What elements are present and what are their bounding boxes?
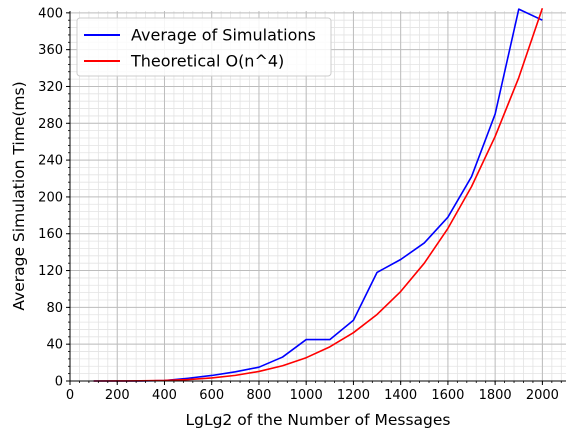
x-axis-title: LgLg2 of the Number of Messages (185, 411, 450, 429)
legend-label-average: Average of Simulations (131, 26, 316, 45)
legend-box (76, 17, 332, 77)
axes (69, 11, 566, 382)
y-tick-label: 320 (38, 80, 63, 95)
x-tick-label: 0 (66, 388, 74, 403)
x-tick-label: 1800 (479, 388, 512, 403)
y-tick-label: 400 (38, 6, 63, 21)
series-layer (93, 7, 544, 382)
x-tick-label: 1400 (384, 388, 417, 403)
legend: Average of Simulations Theoretical O(n^4… (76, 17, 332, 77)
x-tick-label: 2000 (526, 388, 559, 403)
legend-label-theoretical: Theoretical O(n^4) (130, 52, 284, 71)
x-tick-label: 1200 (337, 388, 370, 403)
x-tick-label: 200 (105, 388, 130, 403)
y-axis-title: Average Simulation Time(ms) (10, 81, 28, 310)
x-tick-label: 1000 (290, 388, 323, 403)
x-tick-label: 400 (152, 388, 177, 403)
y-tick-label: 360 (38, 43, 63, 58)
y-tick-label: 160 (38, 227, 63, 242)
y-axis-ticks: 0 40 80 120 160 200 240 280 320 360 400 (38, 6, 70, 390)
y-tick-label: 240 (38, 154, 63, 169)
y-tick-label: 40 (46, 338, 63, 353)
x-tick-label: 600 (199, 388, 224, 403)
y-tick-label: 0 (55, 375, 63, 390)
y-tick-label: 80 (46, 301, 63, 316)
x-axis-ticks: 0 200 400 600 800 1000 1200 1400 1600 1800 2000 (66, 381, 562, 403)
y-tick-label: 120 (38, 264, 63, 279)
x-tick-label: 1600 (431, 388, 464, 403)
y-tick-label: 280 (38, 117, 63, 132)
x-tick-label: 800 (247, 388, 272, 403)
major-gridlines (69, 11, 566, 382)
y-tick-label: 200 (38, 190, 63, 205)
series-line-theoretical (93, 7, 544, 382)
